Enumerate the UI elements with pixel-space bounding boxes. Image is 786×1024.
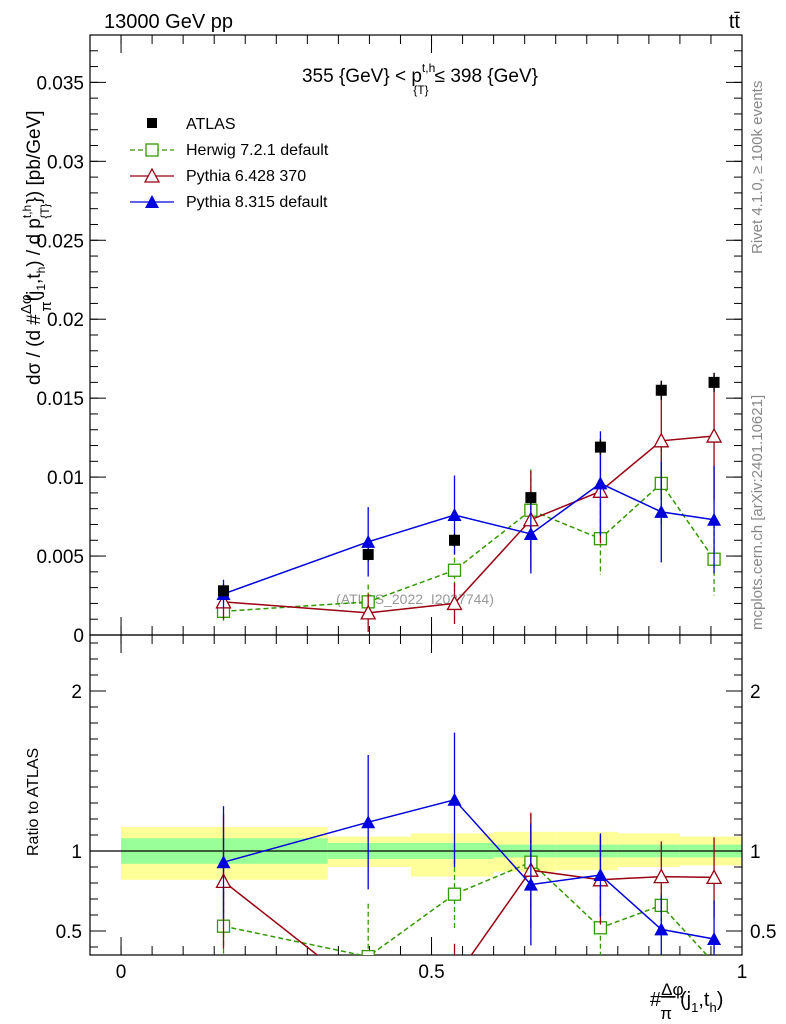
data-point [360, 604, 377, 620]
xtick-label: 0.5 [418, 962, 444, 983]
main-ytick-label: 0.01 [47, 468, 84, 489]
data-point [593, 868, 608, 881]
x-axis-label: #Δφ π(j1,th) [650, 980, 723, 1023]
data-point [361, 988, 375, 1001]
series-line [223, 435, 715, 614]
data-point [361, 815, 376, 829]
cut-label-sup: t,h [422, 61, 435, 75]
data-point [216, 855, 231, 869]
data-point [593, 476, 608, 490]
data-point [708, 376, 720, 388]
ratio-ytick-label-right: 0.5 [750, 922, 776, 943]
ratio-ytick-label: 0.5 [56, 922, 82, 943]
ratio-ylabel: Ratio to ATLAS [25, 748, 42, 856]
main-ytick-label: 0.005 [36, 547, 84, 568]
legend-pythia6-marker [143, 167, 161, 183]
data-point [447, 792, 462, 806]
legend-pythia6-label: Pythia 6.428 370 [186, 168, 306, 185]
data-point [447, 887, 462, 901]
legend-herwig-marker [145, 143, 159, 157]
legend-herwig-label: Herwig 7.2.1 default [186, 142, 329, 159]
main-ytick-label: 0 [73, 626, 84, 647]
ratio-ytick-label: 2 [71, 682, 82, 703]
data-point [707, 512, 722, 526]
data-point [525, 492, 537, 504]
series-line [223, 869, 715, 955]
data-point [362, 548, 374, 560]
energy-label: 13000 GeV pp [104, 11, 233, 33]
cut-label: 355 {GeV} < pt,h {T} ≤ 398 {GeV} [302, 61, 538, 97]
data-point [654, 504, 669, 518]
legend: ATLAS Herwig 7.2.1 default Pythia 6.428 … [130, 116, 329, 211]
data-point [655, 384, 667, 396]
legend-atlas-label: ATLAS [186, 116, 236, 133]
data-point [523, 877, 538, 891]
data-point [361, 534, 376, 548]
watermark: (ATLAS_2022_I2037744) [336, 591, 494, 607]
xtick-label: 0 [116, 962, 127, 983]
ratio-ytick-label-right: 2 [750, 682, 761, 703]
data-point [361, 949, 375, 955]
ratio-ytick-label: 1 [71, 842, 82, 863]
ratio-frame [89, 634, 743, 956]
data-point [447, 508, 462, 521]
main-ytick-label: 0.03 [47, 152, 84, 173]
data-point [705, 427, 723, 443]
main-series-pythia-8-315-default [216, 431, 722, 609]
data-point [448, 534, 460, 546]
data-point [653, 432, 670, 448]
ratio-bands [121, 827, 742, 880]
series-line [223, 482, 715, 595]
mcplots-label: mcplots.cern.ch [arXiv:2401.10621] [749, 395, 766, 630]
main-ytick-label: 0.02 [47, 310, 84, 331]
main-series-atlas [218, 372, 720, 597]
main-ytick-label: 0.025 [36, 231, 84, 252]
data-point [446, 595, 463, 611]
data-point [707, 932, 722, 945]
data-point [447, 972, 461, 985]
data-point [218, 585, 230, 597]
main-ytick-label: 0.035 [36, 73, 84, 94]
rivet-label: Rivet 4.1.0, ≥ 100k events [749, 81, 766, 254]
cut-label-sub: {T} [413, 83, 428, 97]
ratio-ytick-label-right: 1 [750, 842, 761, 863]
cut-label-main: 355 {GeV} < p [302, 66, 422, 87]
data-point [708, 957, 720, 969]
xtick-label: 1 [737, 962, 748, 983]
data-point [447, 563, 462, 577]
data-point [653, 868, 670, 884]
data-point [523, 526, 538, 540]
process-label: tt̄ [729, 11, 741, 33]
data-point [594, 441, 606, 453]
legend-atlas-marker [147, 118, 157, 128]
main-ytick-label: 0.015 [36, 389, 84, 410]
data-point [705, 869, 723, 885]
legend-pythia8-label: Pythia 8.315 default [186, 194, 328, 211]
ratio-series-pythia-8-315-default [216, 732, 722, 955]
legend-pythia8-marker [145, 195, 159, 208]
data-point [654, 922, 669, 936]
cut-label-tail: ≤ 398 {GeV} [435, 66, 538, 87]
